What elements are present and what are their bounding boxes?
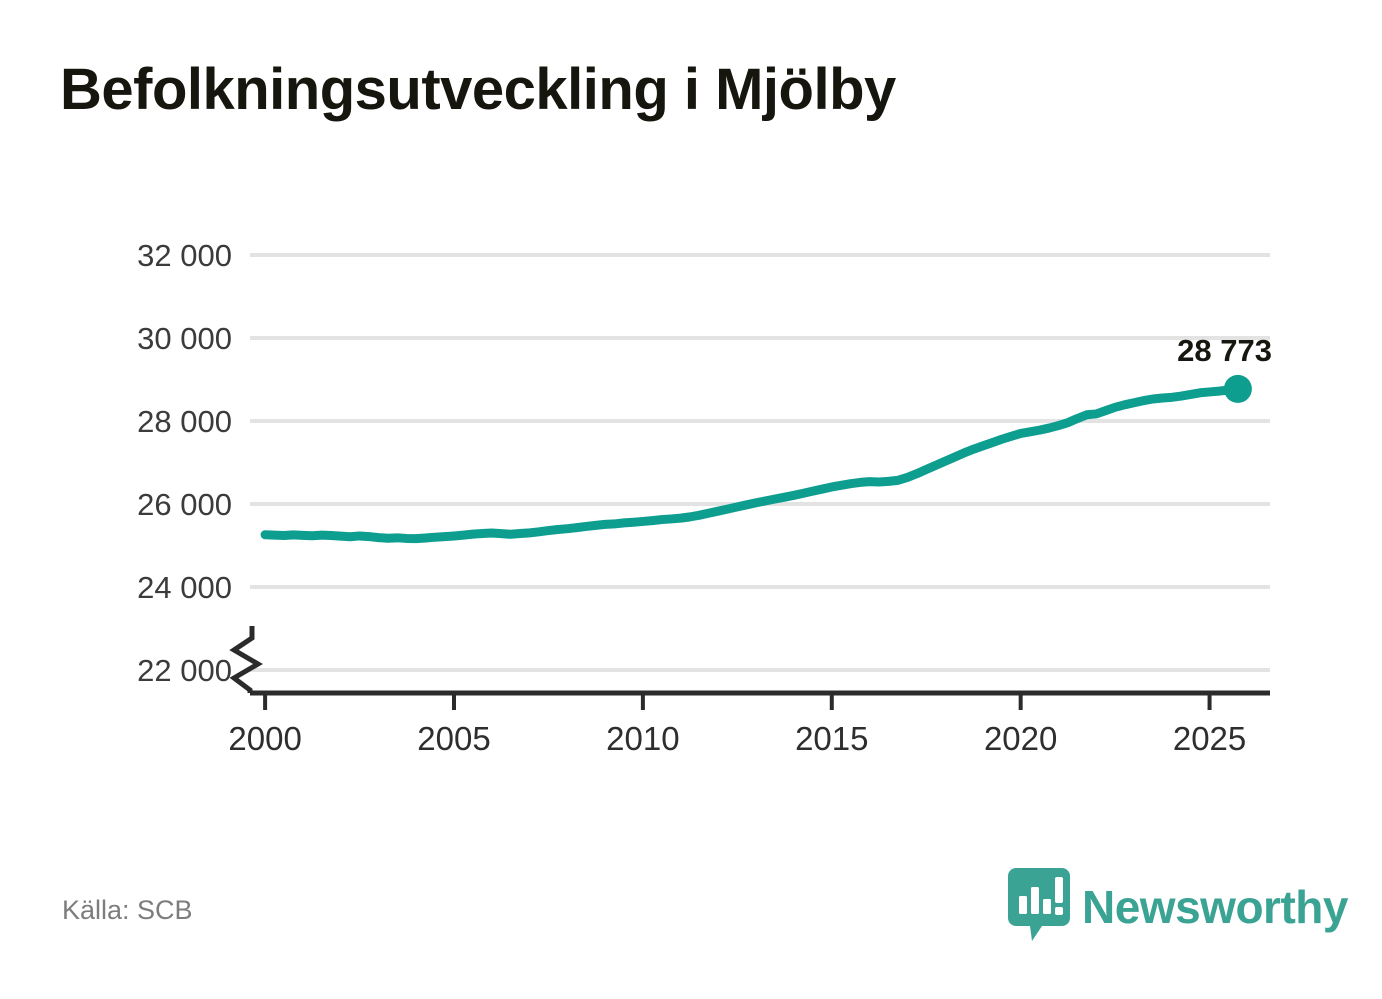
y-axis-tick-label: 28 000 — [137, 404, 232, 439]
page-title: Befolkningsutveckling i Mjölby — [60, 57, 896, 122]
end-point-group: 28 773 — [1177, 333, 1272, 403]
data-line — [260, 384, 1243, 544]
x-axis-tick-label: 2015 — [795, 720, 868, 757]
y-axis-tick-label: 24 000 — [137, 570, 232, 605]
y-axis-tick-label: 22 000 — [137, 653, 232, 688]
bar-chart-speech-bubble-icon — [1008, 866, 1070, 947]
gridlines-group — [250, 253, 1270, 672]
end-point-marker — [1223, 374, 1252, 403]
brand-logo: Newsworthy — [1008, 866, 1348, 947]
axis-group — [229, 626, 1270, 710]
x-axis-tick-label: 2005 — [417, 720, 490, 757]
source-note: Källa: SCB — [62, 895, 193, 925]
y-axis-tick-label: 32 000 — [137, 238, 232, 273]
x-axis-tick-label: 2020 — [984, 720, 1057, 757]
x-axis-tick-label: 2000 — [228, 720, 301, 757]
y-axis-tick-labels: 22 000 24 000 26 000 28 000 30 000 32 000 — [137, 238, 232, 688]
brand-name: Newsworthy — [1082, 880, 1348, 933]
data-series-group — [260, 384, 1243, 544]
x-axis-tick-label: 2010 — [606, 720, 679, 757]
y-axis-tick-label: 30 000 — [137, 321, 232, 356]
x-axis-tick-labels: 2000 2005 2010 2015 2020 2025 — [228, 720, 1246, 757]
y-axis-tick-label: 26 000 — [137, 487, 232, 522]
end-point-value-label: 28 773 — [1177, 333, 1272, 368]
x-axis-tick-label: 2025 — [1173, 720, 1246, 757]
axis-break-marker — [229, 626, 263, 693]
